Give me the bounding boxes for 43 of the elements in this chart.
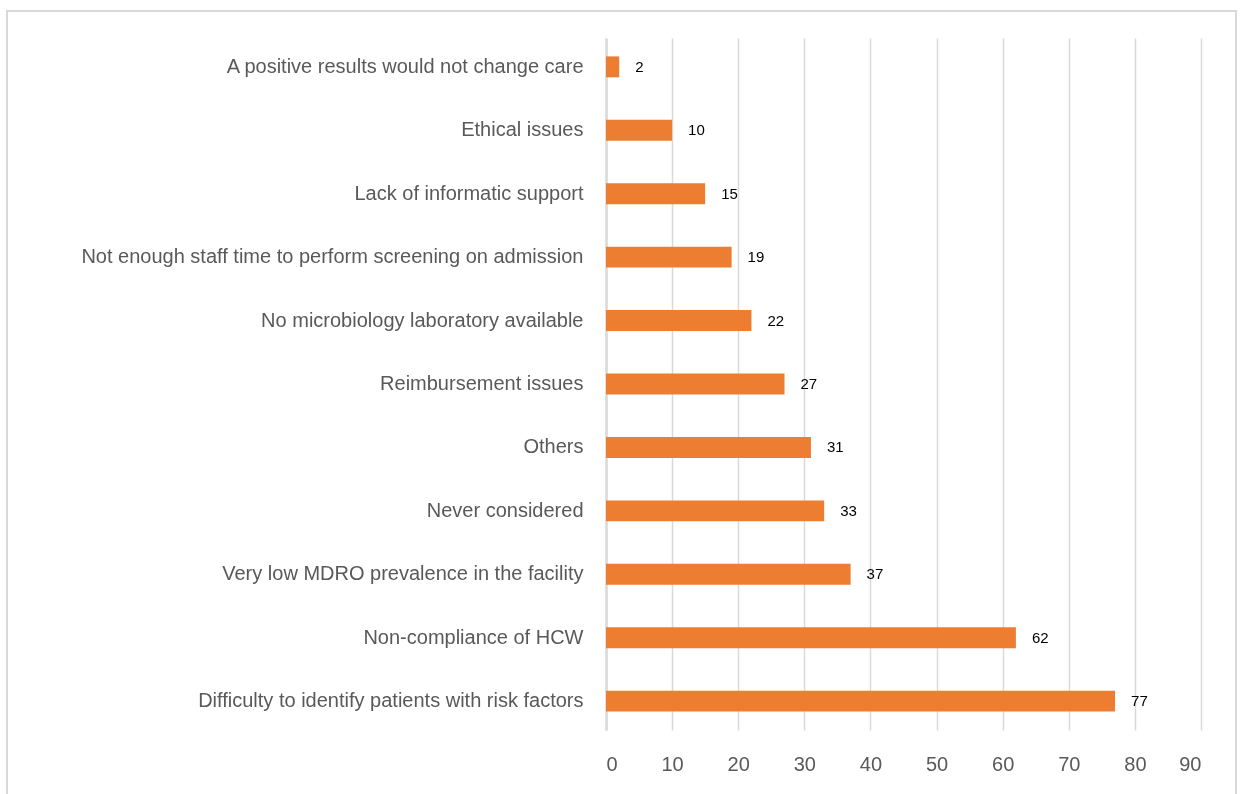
data-label: 62: [1031, 628, 1049, 646]
x-tick-label: 0: [606, 752, 618, 775]
data-label: 31: [826, 438, 844, 456]
x-tick-label: 70: [1058, 752, 1081, 775]
bar: [606, 690, 1116, 712]
x-tick-label: 30: [793, 752, 816, 775]
y-tick-label: Non-compliance of HCW: [363, 625, 584, 648]
bar: [606, 183, 706, 205]
bar: [606, 627, 1016, 649]
data-label: 2: [635, 57, 644, 75]
data-label: 19: [747, 248, 765, 266]
y-tick-label: Difficulty to identify patients with risk factors: [198, 689, 584, 712]
x-tick-label: 60: [992, 752, 1015, 775]
y-tick-label: No microbiology laboratory available: [261, 308, 584, 331]
x-tick-label: 50: [925, 752, 949, 775]
data-label: 33: [840, 501, 857, 519]
data-label: 37: [866, 565, 884, 583]
bar: [606, 436, 811, 458]
bar: [606, 563, 851, 585]
data-label: 22: [767, 311, 785, 329]
y-tick-label: Others: [523, 435, 584, 458]
x-tick-label: 10: [661, 752, 684, 775]
x-tick-label: 90: [1179, 752, 1202, 775]
x-tick-label: 80: [1124, 752, 1147, 775]
bar: [606, 56, 620, 78]
x-tick-label: 20: [727, 752, 750, 775]
bar: [606, 246, 732, 268]
data-label: 77: [1131, 692, 1148, 710]
data-label: 15: [721, 184, 738, 202]
y-tick-label: Lack of informatic support: [354, 181, 584, 204]
bar: [606, 119, 673, 141]
data-label: 10: [688, 121, 705, 139]
x-tick-label: 40: [859, 752, 883, 775]
bar: [606, 373, 785, 395]
y-tick-label: Reimbursement issues: [380, 372, 584, 394]
y-tick-label: Never considered: [426, 498, 584, 521]
y-tick-label: Not enough staff time to perform screening on admission: [81, 245, 584, 268]
bar: [606, 500, 825, 522]
y-tick-label: Ethical issues: [461, 118, 584, 141]
y-tick-label: Very low MDRO prevalence in the facility: [222, 562, 584, 585]
y-tick-label: A positive results would not change care: [226, 54, 584, 77]
data-label: 27: [800, 375, 818, 392]
bar: [606, 310, 752, 332]
